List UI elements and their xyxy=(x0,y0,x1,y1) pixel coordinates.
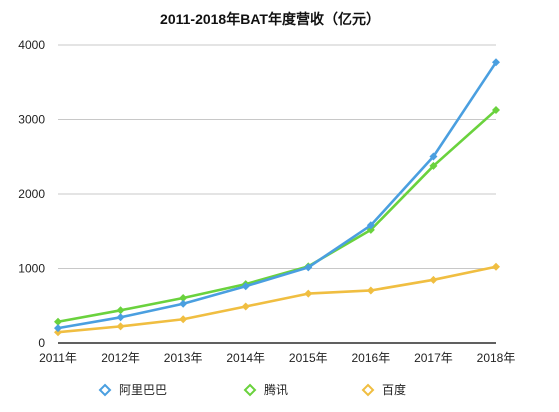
series-line xyxy=(56,108,498,324)
data-point xyxy=(366,286,375,295)
data-point xyxy=(304,263,313,272)
series-1 xyxy=(54,106,500,326)
y-tick-label: 4000 xyxy=(18,38,45,52)
legend-label: 腾讯 xyxy=(264,382,288,397)
legend-item: 腾讯 xyxy=(243,382,288,397)
data-point xyxy=(116,313,125,322)
data-point xyxy=(366,221,375,230)
series-2 xyxy=(54,262,500,337)
legend-marker-icon xyxy=(98,383,112,397)
data-point xyxy=(54,317,62,326)
axes: 0 1000 2000 3000 4000 2011年 2012年 2013年 2014年 201… xyxy=(18,38,515,365)
data-point xyxy=(179,294,188,303)
legend: 阿里巴巴 腾讯 百度 xyxy=(98,382,406,397)
legend-marker-icon xyxy=(361,383,375,397)
y-tick-label: 1000 xyxy=(18,262,45,276)
y-tick-label: 3000 xyxy=(18,113,45,127)
data-point xyxy=(429,275,438,284)
x-tick-label: 2014年 xyxy=(226,351,265,365)
y-tick-label: 0 xyxy=(38,336,45,350)
data-point xyxy=(179,315,188,324)
data-point xyxy=(429,161,438,170)
series-line xyxy=(56,60,498,330)
data-point xyxy=(241,282,250,291)
data-point xyxy=(492,262,500,271)
x-tick-label: 2017年 xyxy=(414,351,453,365)
legend-label: 阿里巴巴 xyxy=(119,383,167,397)
x-tick-label: 2016年 xyxy=(352,351,391,365)
x-tick-label: 2012年 xyxy=(101,351,140,365)
data-point xyxy=(179,299,188,308)
x-tick-label: 2011年 xyxy=(39,351,77,365)
chart-title: 2011-2018年BAT年度营收（亿元） xyxy=(160,11,380,27)
data-point xyxy=(429,152,438,161)
y-tick-label: 2000 xyxy=(18,187,45,201)
series-lines xyxy=(54,58,500,337)
legend-label: 百度 xyxy=(382,382,406,397)
data-point xyxy=(116,322,125,331)
legend-marker-icon xyxy=(243,383,257,397)
x-tick-label: 2015年 xyxy=(289,351,328,365)
data-point xyxy=(304,289,313,298)
series-line xyxy=(56,265,498,334)
data-point xyxy=(241,302,250,311)
x-tick-label: 2018年 xyxy=(477,351,516,365)
x-tick-label: 2013年 xyxy=(164,351,203,365)
legend-item: 阿里巴巴 xyxy=(98,383,167,397)
data-point xyxy=(492,58,500,67)
data-point xyxy=(492,106,500,115)
legend-item: 百度 xyxy=(361,382,406,397)
data-point xyxy=(54,328,62,337)
grid-lines xyxy=(58,44,496,344)
data-point xyxy=(54,324,62,333)
series-0 xyxy=(54,58,500,333)
data-point xyxy=(116,306,125,315)
